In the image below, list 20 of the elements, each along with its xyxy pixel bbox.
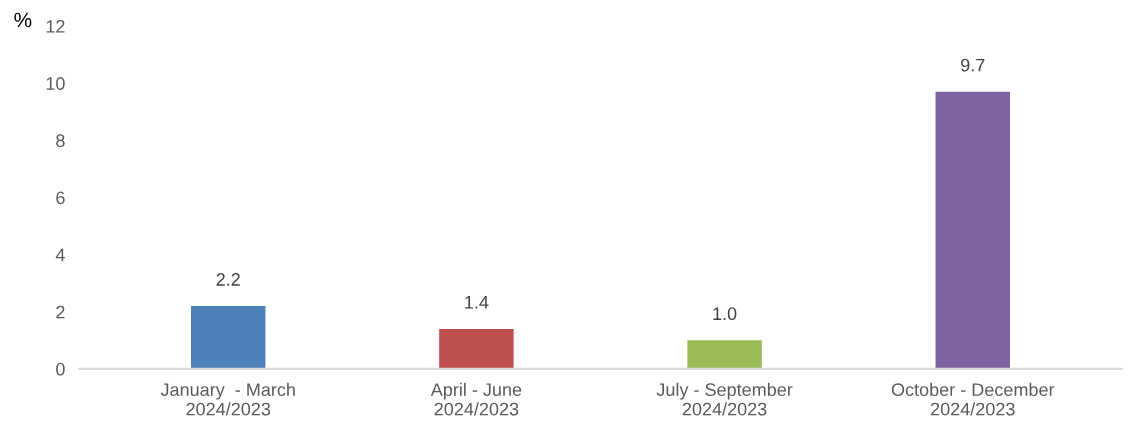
y-tick-label: 6 [56, 191, 65, 205]
y-tick-label: 0 [56, 362, 65, 376]
bar [439, 328, 514, 369]
data-label: 1.4 [465, 296, 489, 309]
bar [935, 91, 1010, 369]
bar [190, 306, 266, 369]
y-tick-label: 10 [46, 77, 65, 90]
y-tick-label: 4 [55, 248, 65, 262]
y-tick-label: 8 [56, 134, 65, 148]
x-tick-label: January - March 2024/2023 [160, 382, 295, 416]
y-axis-title: % [14, 12, 32, 28]
x-tick-label: April - June 2024/2023 [430, 382, 522, 416]
data-label: 9.7 [961, 58, 985, 72]
data-label: 1.0 [713, 307, 737, 321]
x-tick-label: October - December 2024/2023 [891, 382, 1055, 416]
x-tick-label: July - September 2024/2023 [656, 382, 793, 416]
y-tick-label: 2 [56, 305, 65, 319]
y-tick-label: 12 [46, 19, 65, 33]
bar [687, 340, 762, 369]
data-label: 2.2 [216, 273, 240, 286]
